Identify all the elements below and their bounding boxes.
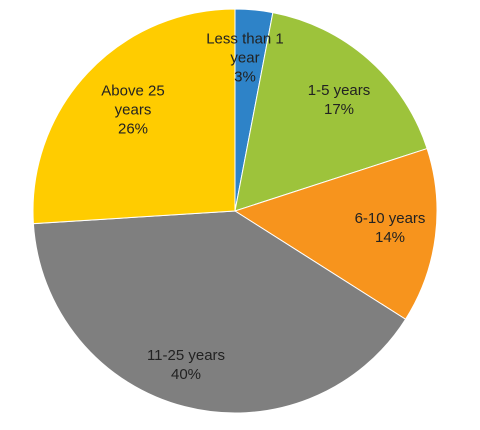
value-label: 14% bbox=[374, 229, 406, 246]
value-label: 40% bbox=[170, 366, 202, 383]
slice-label: 6-10 years 14% bbox=[347, 209, 433, 247]
value-label: 26% bbox=[117, 120, 149, 138]
category-label: Less than 1 year bbox=[206, 30, 284, 67]
category-label: 1-5 years bbox=[307, 82, 371, 99]
pie-slice bbox=[32, 8, 236, 225]
category-label: 11-25 years bbox=[146, 347, 226, 364]
category-label: Above 25 years bbox=[101, 82, 165, 119]
pie-slice bbox=[233, 147, 438, 320]
slice-label: Less than 1 year 3% bbox=[202, 30, 288, 87]
value-label: 3% bbox=[234, 68, 256, 86]
value-label: 17% bbox=[323, 101, 355, 118]
slice-label: Above 25 years 26% bbox=[90, 82, 176, 139]
pie-slice bbox=[32, 210, 407, 414]
category-label: 6-10 years bbox=[354, 210, 426, 227]
slice-label: 11-25 years 40% bbox=[143, 346, 229, 384]
pie-slice bbox=[234, 11, 428, 212]
slice-label: 1-5 years 17% bbox=[296, 81, 382, 119]
